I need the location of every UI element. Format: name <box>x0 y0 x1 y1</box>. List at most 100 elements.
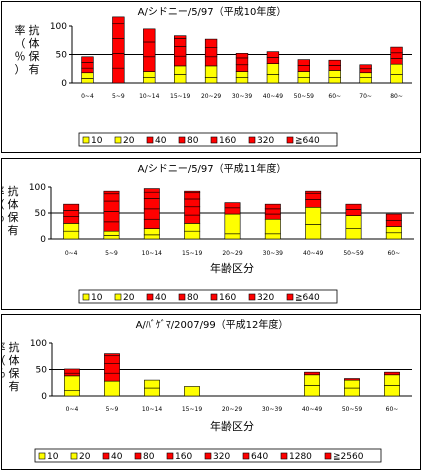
x-tick-label: 50~59 <box>342 406 362 413</box>
bar-segment <box>81 78 94 84</box>
bar-segment <box>345 203 362 210</box>
bar-segment <box>235 77 249 84</box>
y-axis-label-char: 率 <box>2 340 6 354</box>
y-tick-label: 100 <box>30 339 47 349</box>
y-axis-label-char: 有 <box>8 223 19 237</box>
bar-segment <box>235 57 249 66</box>
chart-title: A/シドニー/5/97（平成10年度） <box>138 5 287 18</box>
bar-segment <box>184 198 201 208</box>
bar-segment <box>264 203 281 210</box>
bar-segment <box>174 35 187 39</box>
bar-segment <box>345 215 362 229</box>
bar-segment <box>204 65 218 78</box>
bar-segment <box>305 206 322 225</box>
bar-segment <box>297 65 310 72</box>
bar-segment <box>174 65 187 75</box>
bar-segment <box>103 193 120 202</box>
bar-segment <box>224 202 241 209</box>
legend-label: 40 <box>155 293 167 303</box>
legend-label: 160 <box>219 136 236 146</box>
y-tick-label: 100 <box>29 183 46 193</box>
bar-segment <box>204 77 218 84</box>
y-axis-label-char: ％ <box>15 50 26 63</box>
bar-segment <box>266 57 280 64</box>
bar-segment <box>143 208 160 220</box>
y-axis-label-char: 体 <box>8 197 19 211</box>
bar-segment <box>304 374 320 386</box>
bar-segment <box>297 59 310 66</box>
bar-segment <box>305 224 322 240</box>
bar-segment <box>143 218 160 229</box>
x-tick-label: 0~4 <box>81 93 94 100</box>
legend-swatch <box>166 452 174 460</box>
legend-label: 160 <box>175 452 192 462</box>
bar-segment <box>385 219 402 227</box>
legend-swatch <box>178 136 186 144</box>
x-tick-label: 15~19 <box>170 93 190 100</box>
bar-segment <box>224 233 241 240</box>
x-tick-label: 40~49 <box>263 93 283 100</box>
bar-segment <box>81 62 94 69</box>
bar-segment <box>103 190 120 195</box>
bar-segment <box>390 46 403 54</box>
bar-segment <box>345 209 362 216</box>
y-axis-label-char: 抗 <box>8 184 19 198</box>
bar-segment <box>112 23 125 39</box>
bar-segment <box>64 390 80 397</box>
bar-segment <box>235 64 249 72</box>
legend-swatch <box>134 452 142 460</box>
y-axis-label-char: 抗 <box>9 340 20 354</box>
bar-segment <box>390 52 403 59</box>
bar-segment <box>264 233 281 240</box>
x-tick-label: 60~ <box>386 406 399 413</box>
bar-segment <box>184 192 201 200</box>
bar-segment <box>143 56 156 72</box>
legend-label: 160 <box>219 293 236 303</box>
bar-segment <box>304 385 320 397</box>
bar-segment <box>104 363 120 374</box>
bar-segment <box>328 77 341 84</box>
bar-segment <box>385 226 402 234</box>
bar-segment <box>304 371 320 376</box>
bar-segment <box>359 72 372 78</box>
legend-label: 640 <box>251 452 268 462</box>
bar-segment <box>344 379 360 389</box>
chart-title: A/ﾊﾞｹﾞﾏ/2007/99（平成12年度） <box>136 318 289 331</box>
y-axis-label-char: （ <box>2 198 5 211</box>
y-tick-label: 0 <box>41 392 47 402</box>
bar-segment <box>390 58 403 65</box>
bar-segment <box>81 56 94 63</box>
bar-segment <box>174 74 187 84</box>
y-axis-label-char: 体 <box>9 353 20 367</box>
x-tick-label: 5~9 <box>105 250 118 257</box>
bar-segment <box>328 65 341 71</box>
bar-segment <box>384 371 400 376</box>
y-tick-label: 50 <box>35 209 47 219</box>
legend-swatch <box>204 452 212 460</box>
bar-segment <box>104 380 120 397</box>
bar-segment <box>112 53 125 69</box>
x-tick-label: 30~39 <box>263 250 283 257</box>
bar-segment <box>64 375 80 392</box>
bar-segment <box>204 38 218 48</box>
y-axis-label-char: ） <box>2 380 6 393</box>
legend-label: 320 <box>213 452 230 462</box>
bar-segment <box>328 59 341 66</box>
bar-segment <box>174 38 187 47</box>
chart-panel-1998: A/シドニー/5/97（平成10年度） 率（％） 抗体保有 0 50 100 0~4 5~9 1… <box>1 1 421 153</box>
bar-segment <box>204 47 218 58</box>
legend-label: 80 <box>187 293 199 303</box>
bar-segment <box>103 221 120 232</box>
legend-box <box>78 289 338 304</box>
bar-segment <box>385 232 402 240</box>
bar-segment <box>103 230 120 236</box>
bar-segment <box>63 203 80 211</box>
legend-swatch <box>146 293 154 301</box>
y-axis-label-char: 率 <box>15 23 26 37</box>
x-tick-label: 20~29 <box>201 93 221 100</box>
legend-swatch <box>114 136 122 144</box>
bar-segment <box>359 68 372 74</box>
legend-swatch <box>286 136 294 144</box>
bar-segment <box>344 387 360 397</box>
